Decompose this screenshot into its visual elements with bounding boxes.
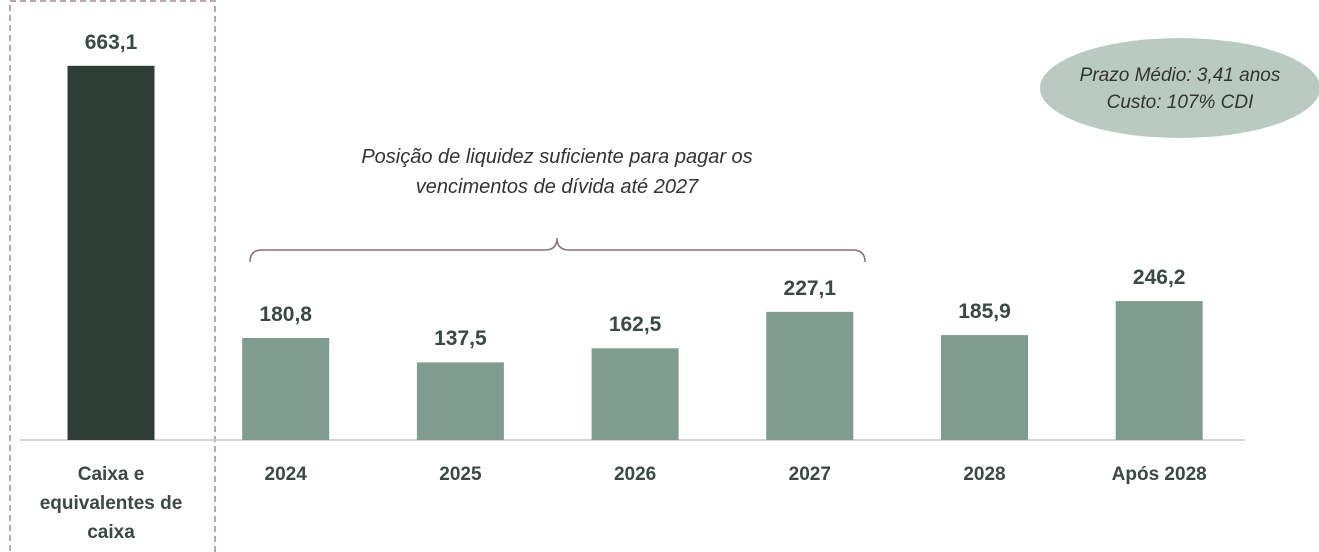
x-tick-label: Caixa e equivalentes de caixa bbox=[39, 464, 183, 543]
value-label: 162,5 bbox=[608, 313, 662, 337]
value-label: 227,1 bbox=[783, 276, 837, 300]
value-label: 137,5 bbox=[434, 327, 487, 351]
bar bbox=[766, 311, 854, 440]
x-tick-label: Após 2028 bbox=[1111, 464, 1207, 485]
value-label: 663,1 bbox=[84, 30, 138, 54]
ellipse-line: Prazo Médio: 3,41 anos bbox=[1079, 65, 1281, 86]
x-tick-label: 2026 bbox=[613, 464, 657, 485]
highlight-box bbox=[9, 0, 216, 552]
value-label: 180,8 bbox=[259, 302, 312, 326]
value-label: 185,9 bbox=[958, 300, 1011, 324]
x-tick-label: 2025 bbox=[439, 464, 482, 485]
ellipse-line: Custo: 107% CDI bbox=[1106, 92, 1254, 113]
bar bbox=[67, 65, 155, 440]
x-tick-label: 2028 bbox=[963, 464, 1006, 485]
x-tick-label: 2024 bbox=[264, 464, 307, 485]
bracket bbox=[249, 237, 866, 263]
info-ellipse bbox=[1040, 38, 1319, 138]
bar bbox=[591, 348, 679, 440]
bracket-note: Posição de liquidez suficiente para paga… bbox=[361, 146, 753, 198]
value-label: 246,2 bbox=[1132, 266, 1186, 290]
bar bbox=[941, 335, 1028, 440]
x-tick-label: 2027 bbox=[788, 464, 831, 485]
bar bbox=[1115, 301, 1203, 440]
bar bbox=[416, 362, 504, 440]
bar bbox=[242, 337, 330, 440]
